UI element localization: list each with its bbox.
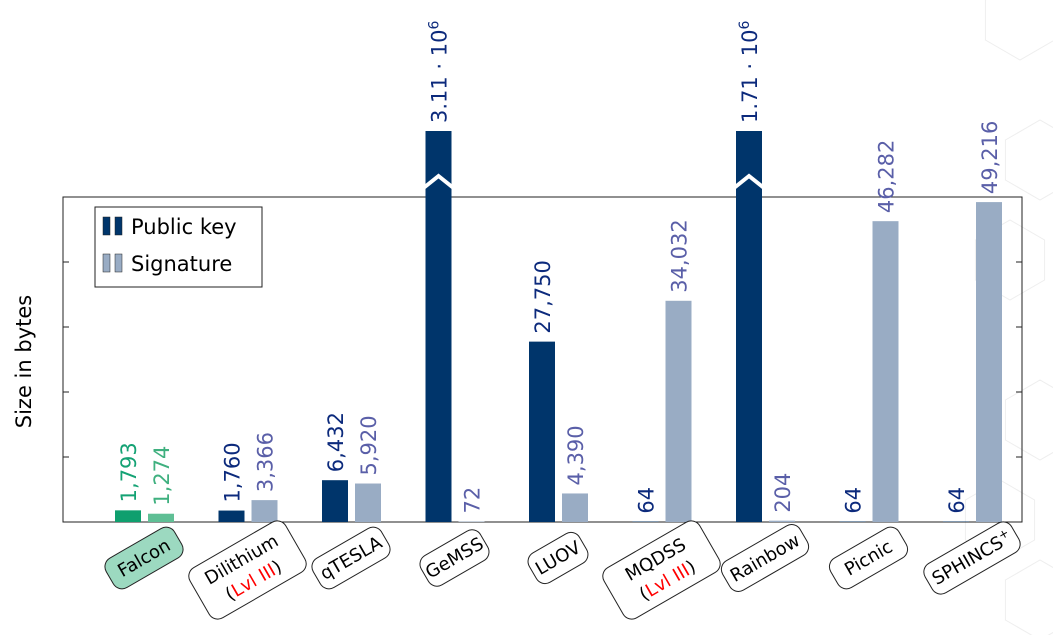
hex-shape — [1004, 559, 1053, 635]
bar-public-key — [115, 510, 141, 522]
category-label: Dilithium(Lvl III) — [188, 520, 307, 620]
hex-shape — [984, 0, 1053, 61]
category-label: GeMSS — [419, 529, 490, 587]
category-label-box — [104, 526, 184, 590]
bar-signature — [976, 202, 1002, 522]
category-label: LUOV — [527, 531, 589, 585]
y-axis-label: Size in bytes — [12, 295, 36, 428]
value-label-signature: 4,390 — [564, 425, 588, 485]
value-label-signature: 5,920 — [357, 415, 381, 475]
category-label-box — [311, 526, 391, 590]
category-label-box — [527, 531, 589, 585]
hex-shape — [1004, 379, 1053, 461]
bar-public-key — [218, 510, 245, 522]
bar-public-key — [736, 131, 762, 522]
axis-break-mark — [732, 173, 766, 190]
hex-shape — [974, 219, 1046, 301]
bar-signature — [251, 500, 278, 522]
value-label-signature: 34,032 — [668, 219, 692, 292]
value-label-signature: 1,274 — [150, 446, 174, 506]
category-label: Falcon — [104, 526, 184, 590]
legend-swatch — [102, 253, 111, 273]
bar-signature — [148, 513, 174, 522]
category-label-box — [923, 521, 1021, 595]
category-label: Picnic — [828, 526, 909, 590]
bar-public-key — [322, 480, 348, 522]
bar-signature — [665, 300, 692, 522]
legend-swatch — [102, 216, 111, 236]
background-hex-pattern — [964, 0, 1053, 635]
bar-signature — [355, 483, 381, 522]
bar-signature — [872, 221, 899, 523]
value-label-public-key: 64 — [945, 487, 969, 514]
legend: Public key Signature — [94, 206, 263, 288]
category-label-box — [828, 526, 909, 590]
category-label: qTESLA — [311, 526, 391, 590]
category-label-box — [720, 524, 810, 592]
value-label-signature: 204 — [771, 473, 795, 513]
legend-box — [94, 206, 263, 288]
legend-swatch — [114, 216, 123, 236]
value-label-public-key: 64 — [842, 487, 866, 514]
category-label-box — [419, 529, 490, 587]
category-label-box — [188, 520, 307, 620]
value-label-public-key: 1,793 — [117, 442, 141, 502]
value-label-signature: 46,282 — [875, 140, 899, 213]
category-label-box — [602, 520, 721, 620]
value-label-public-key: 64 — [635, 487, 659, 514]
axis-break-mark — [422, 173, 455, 190]
value-label-public-key: 1,760 — [221, 442, 245, 502]
value-label-signature: 72 — [461, 487, 485, 514]
value-label-signature: 49,216 — [978, 121, 1002, 194]
category-label: Rainbow — [720, 524, 810, 592]
hex-shape — [1004, 119, 1053, 201]
category-label: MQDSS(Lvl III) — [602, 520, 721, 620]
value-label-public-key: 27,750 — [531, 260, 555, 333]
value-label-public-key: 1.71 · 106 — [737, 20, 762, 123]
legend-item-public-key: Public key — [131, 215, 237, 239]
legend-swatch — [114, 253, 123, 273]
bar-signature — [562, 493, 588, 522]
value-label-signature: 3,366 — [254, 432, 278, 492]
value-label-public-key: 3.11 · 106 — [427, 20, 452, 123]
category-label: SPHINCS+ — [923, 521, 1021, 595]
bar-public-key — [529, 341, 555, 522]
legend-item-signature: Signature — [131, 252, 232, 276]
value-label-public-key: 6,432 — [324, 412, 348, 472]
bar-signature — [769, 520, 795, 522]
bar-public-key — [425, 131, 452, 522]
